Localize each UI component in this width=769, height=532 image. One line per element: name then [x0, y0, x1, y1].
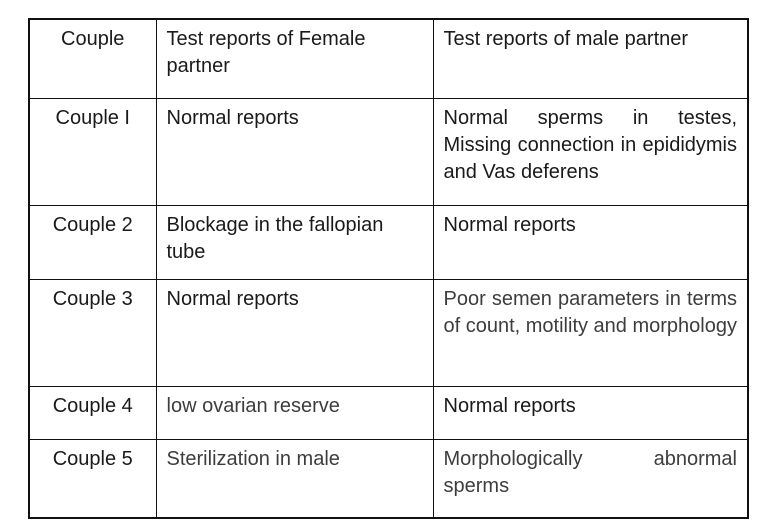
table-cell: Normal reports — [432, 204, 749, 280]
table-cell: Couple 4 — [28, 385, 157, 440]
table-cell: Normal reports — [432, 385, 749, 440]
table-cell: Normal reports — [155, 97, 434, 206]
table-cell: Couple 3 — [28, 278, 157, 387]
header-cell: Test reports of Female partner — [155, 18, 434, 99]
table-row: Couple I Normal reports Normal sperms in t… — [28, 97, 749, 206]
table-cell: Couple I — [28, 97, 157, 206]
table-cell: low ovarian reserve — [155, 385, 434, 440]
table: Couple Test reports of Female partner Test… — [28, 18, 749, 519]
header-row: Couple Test reports of Female partner Test… — [28, 18, 749, 99]
table-cell: Blockage in the fallopian tube — [155, 204, 434, 280]
table-cell: Normal sperms in testes, Missing connect… — [432, 97, 749, 206]
table-row: Couple 3 Normal reports Poor semen paramet… — [28, 278, 749, 387]
table-cell: Normal reports — [155, 278, 434, 387]
table-cell: Couple 5 — [28, 438, 157, 519]
table-cell: Couple 2 — [28, 204, 157, 280]
table-cell: Morphologically abnormal sperms — [432, 438, 749, 519]
table-cell: Poor semen parameters in terms of count,… — [432, 278, 749, 387]
table-row: Couple 4 low ovarian reserve Normal report… — [28, 385, 749, 440]
table-row: Couple 2 Blockage in the fallopian tube No… — [28, 204, 749, 280]
header-cell: Couple — [28, 18, 157, 99]
table-cell: Sterilization in male — [155, 438, 434, 519]
table-row: Couple 5 Sterilization in male Morphologic… — [28, 438, 749, 519]
header-cell: Test reports of male partner — [432, 18, 749, 99]
